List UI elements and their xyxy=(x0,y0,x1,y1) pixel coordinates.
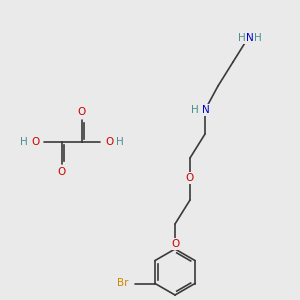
Text: O: O xyxy=(171,239,179,249)
Text: H: H xyxy=(20,137,28,147)
Text: H: H xyxy=(116,137,124,147)
Text: O: O xyxy=(105,137,113,147)
Text: H: H xyxy=(238,33,246,43)
Text: N: N xyxy=(246,33,254,43)
Text: H: H xyxy=(254,33,262,43)
Text: O: O xyxy=(78,107,86,117)
Text: O: O xyxy=(186,173,194,183)
Text: H: H xyxy=(191,105,199,115)
Text: Br: Br xyxy=(117,278,129,289)
Text: O: O xyxy=(31,137,39,147)
Text: N: N xyxy=(202,105,210,115)
Text: O: O xyxy=(58,167,66,177)
